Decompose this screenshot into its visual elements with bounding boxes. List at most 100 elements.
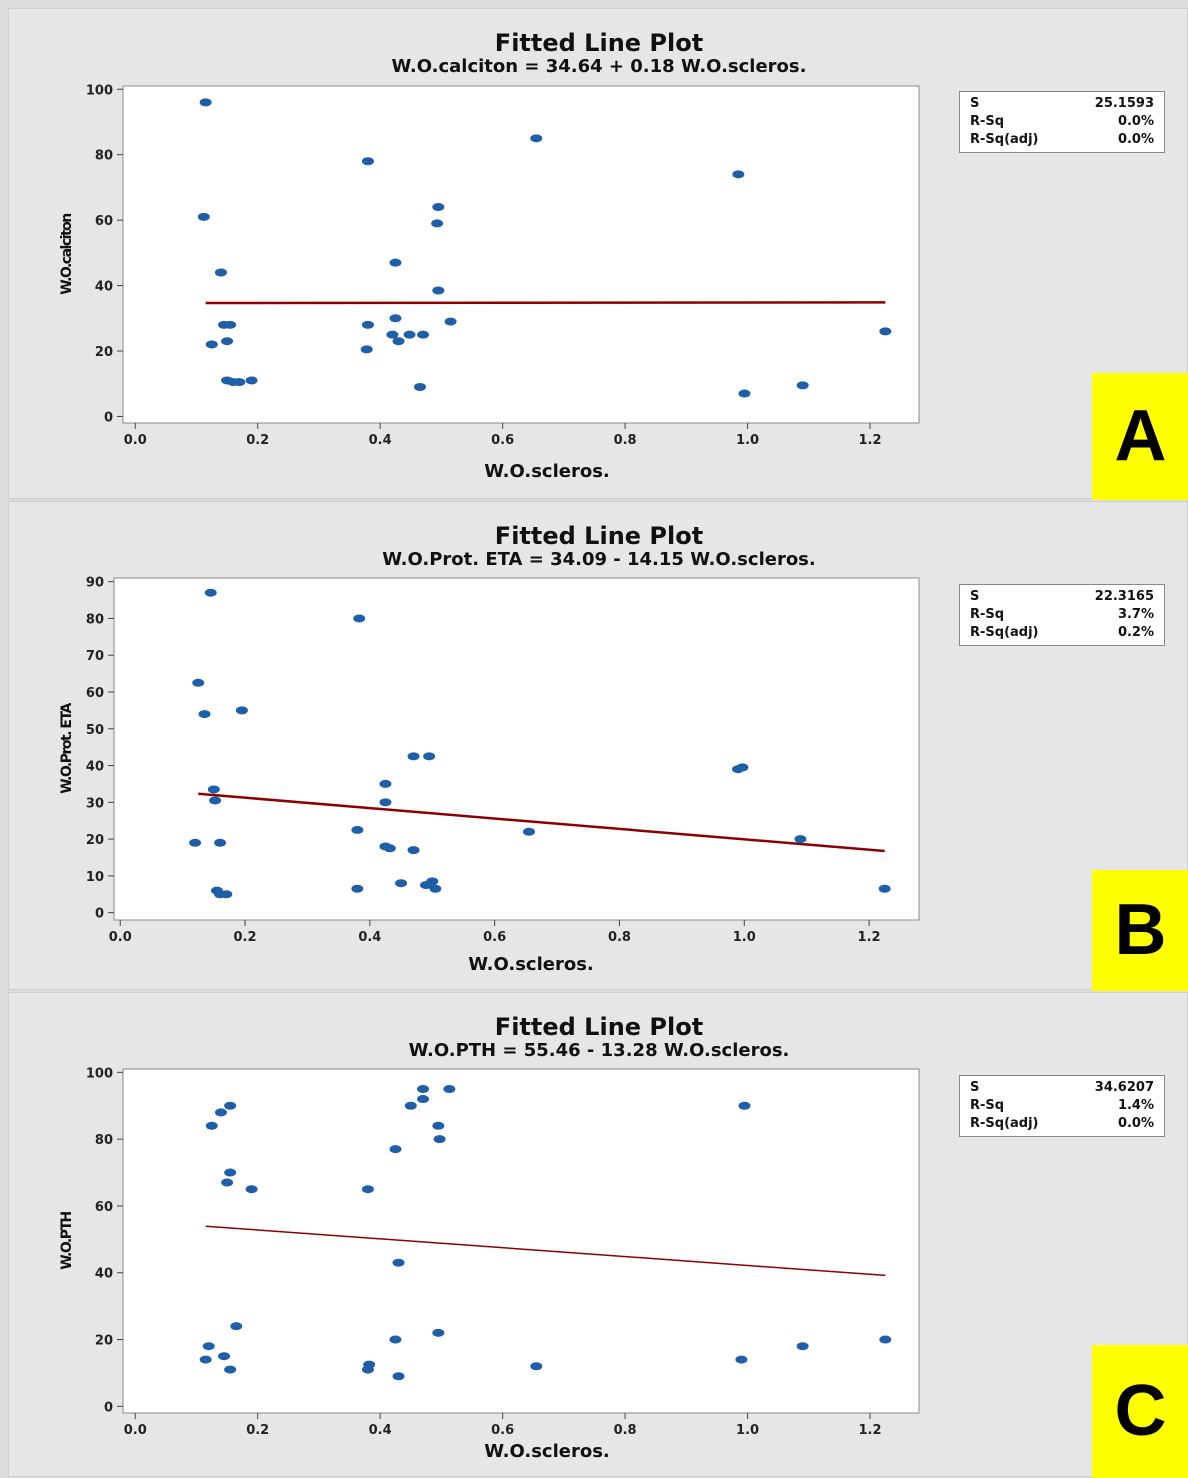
data-point xyxy=(879,327,892,336)
data-point xyxy=(379,779,392,788)
data-point xyxy=(204,588,217,597)
data-point xyxy=(432,286,445,295)
data-point xyxy=(389,1335,402,1344)
y-tick-label: 40 xyxy=(95,280,113,295)
plot-area xyxy=(122,1068,920,1414)
stat-label-rsq-adj: R-Sq(adj) xyxy=(970,1116,1039,1131)
data-point xyxy=(353,614,366,623)
data-point xyxy=(443,1085,456,1094)
data-point xyxy=(386,330,399,339)
x-tick-label: 0.2 xyxy=(246,1423,269,1438)
data-point xyxy=(351,825,364,834)
stat-label-s: S xyxy=(970,589,980,604)
data-point xyxy=(395,879,408,888)
x-tick-label: 0.4 xyxy=(369,1423,392,1438)
x-tick-label: 0.0 xyxy=(124,433,147,448)
y-tick-label: 60 xyxy=(86,686,104,701)
x-axis-label: W.O.scleros. xyxy=(468,954,594,975)
x-tick-label: 0.8 xyxy=(614,433,637,448)
stats-box: S 25.1593 R-Sq 0.0% R-Sq(adj) 0.0% xyxy=(959,91,1165,153)
data-point xyxy=(794,835,807,844)
data-point xyxy=(245,376,258,385)
stat-value-s: 22.3165 xyxy=(1094,589,1154,604)
scatter-plot: 0.0 0.2 0.4 0.6 0.8 1.0 1.2 0 10 20 30 40 50 60 70 80 90… xyxy=(59,576,920,945)
data-point xyxy=(220,890,233,899)
panel-label-c: C xyxy=(1092,1345,1188,1478)
data-point xyxy=(404,1101,417,1110)
chart-title: Fitted Line Plot xyxy=(494,522,704,550)
data-point xyxy=(351,884,364,893)
x-tick-label: 1.2 xyxy=(858,930,881,945)
data-point xyxy=(199,1355,212,1364)
data-point xyxy=(432,1121,445,1130)
data-point xyxy=(426,877,439,886)
y-tick-label: 50 xyxy=(86,723,104,738)
stat-label-rsq: R-Sq xyxy=(970,607,1005,622)
data-point xyxy=(796,1342,809,1351)
data-point xyxy=(429,884,442,893)
data-point xyxy=(383,844,396,853)
x-tick-label: 1.2 xyxy=(858,433,881,448)
stat-value-rsq-adj: 0.0% xyxy=(1117,132,1154,147)
x-tick-label: 0.8 xyxy=(608,930,631,945)
data-point xyxy=(214,1108,227,1117)
data-point xyxy=(389,1145,402,1154)
panel-label-a: A xyxy=(1092,373,1188,500)
data-point xyxy=(361,1185,374,1194)
y-tick-label: 100 xyxy=(86,83,113,98)
y-axis-label: W.O.Prot. ETA xyxy=(59,703,75,794)
fitted-line xyxy=(205,1225,886,1277)
stat-value-rsq-adj: 0.2% xyxy=(1117,625,1154,640)
data-point xyxy=(738,1101,751,1110)
y-tick-label: 80 xyxy=(95,149,113,164)
x-tick-label: 0.4 xyxy=(369,433,392,448)
chart-subtitle: W.O.PTH = 55.46 - 13.28 W.O.scleros. xyxy=(408,1040,790,1061)
data-point xyxy=(417,1085,430,1094)
data-point xyxy=(360,345,373,354)
fitted-line xyxy=(205,301,886,305)
data-point xyxy=(218,1352,231,1361)
data-point xyxy=(407,846,420,855)
x-tick-label: 0.0 xyxy=(109,930,132,945)
chart-title: Fitted Line Plot xyxy=(494,29,704,57)
y-tick-label: 10 xyxy=(86,870,104,885)
data-point xyxy=(221,1178,234,1187)
data-point xyxy=(417,1095,430,1104)
data-point xyxy=(413,383,426,392)
data-point xyxy=(796,381,809,390)
data-point xyxy=(403,330,416,339)
fitted-line xyxy=(198,792,885,853)
stat-label-s: S xyxy=(970,96,980,111)
data-point xyxy=(444,317,457,326)
stat-value-rsq: 1.4% xyxy=(1117,1098,1154,1113)
chart-title: Fitted Line Plot xyxy=(494,1013,704,1041)
stat-value-rsq: 0.0% xyxy=(1117,114,1154,129)
x-tick-label: 0.2 xyxy=(246,433,269,448)
y-tick-label: 40 xyxy=(95,1267,113,1282)
data-point xyxy=(407,752,420,761)
data-point xyxy=(432,203,445,212)
stats-box: S 22.3165 R-Sq 3.7% R-Sq(adj) 0.2% xyxy=(959,584,1165,646)
data-point xyxy=(214,268,227,277)
data-point xyxy=(198,710,211,719)
y-tick-label: 20 xyxy=(86,833,104,848)
data-point xyxy=(738,389,751,398)
data-point xyxy=(389,314,402,323)
data-point xyxy=(224,1168,237,1177)
x-tick-label: 0.0 xyxy=(124,1423,147,1438)
stat-label-rsq-adj: R-Sq(adj) xyxy=(970,132,1039,147)
data-point xyxy=(235,706,248,715)
y-tick-label: 0 xyxy=(104,1400,113,1415)
data-point xyxy=(735,1355,748,1364)
stat-value-rsq: 3.7% xyxy=(1117,607,1154,622)
chart-panel-a: Fitted Line Plot W.O.calciton = 34.64 + … xyxy=(8,8,1188,500)
y-tick-label: 90 xyxy=(86,576,104,591)
data-point xyxy=(214,838,227,847)
stat-value-s: 25.1593 xyxy=(1094,96,1154,111)
data-point xyxy=(432,1328,445,1337)
x-tick-label: 0.6 xyxy=(483,930,506,945)
x-tick-label: 0.6 xyxy=(491,1423,514,1438)
y-tick-label: 80 xyxy=(86,612,104,627)
data-point xyxy=(205,1121,218,1130)
data-point xyxy=(423,752,436,761)
